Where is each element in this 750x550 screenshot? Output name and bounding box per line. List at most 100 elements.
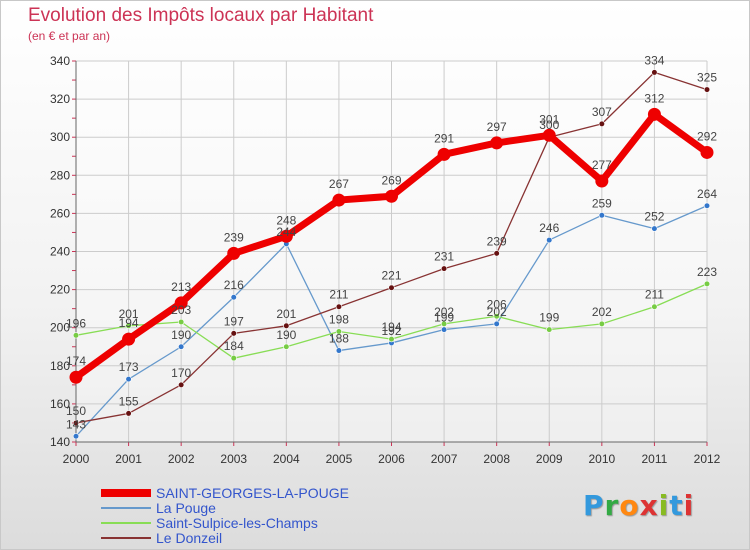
data-point bbox=[437, 147, 451, 161]
data-point bbox=[125, 410, 132, 417]
data-point bbox=[598, 212, 605, 219]
data-point bbox=[125, 322, 132, 329]
data-label: 201 bbox=[276, 307, 296, 321]
data-label: 325 bbox=[697, 71, 717, 85]
data-point bbox=[335, 347, 343, 354]
data-point bbox=[72, 433, 80, 440]
data-point bbox=[230, 330, 237, 337]
data-label: 150 bbox=[66, 404, 86, 418]
data-point bbox=[230, 294, 237, 301]
data-label: 267 bbox=[329, 177, 349, 191]
chart-subtitle: (en € et par an) bbox=[28, 29, 111, 43]
data-label: 192 bbox=[381, 324, 401, 338]
data-point bbox=[72, 332, 80, 339]
y-tick-label: 260 bbox=[50, 206, 70, 220]
data-label: 312 bbox=[644, 91, 664, 105]
data-label: 170 bbox=[171, 366, 191, 380]
data-point bbox=[174, 296, 188, 310]
data-label: 334 bbox=[644, 53, 664, 67]
data-point bbox=[227, 246, 241, 260]
data-point bbox=[125, 376, 132, 383]
data-label: 269 bbox=[381, 173, 401, 187]
data-label: 231 bbox=[434, 250, 454, 264]
data-point bbox=[440, 320, 448, 327]
data-point bbox=[493, 250, 500, 257]
data-point bbox=[703, 280, 711, 287]
data-point bbox=[440, 326, 448, 333]
series-layer bbox=[69, 69, 714, 440]
data-point bbox=[283, 322, 290, 329]
data-label: 197 bbox=[224, 314, 244, 328]
data-label: 259 bbox=[592, 196, 612, 210]
data-point bbox=[703, 202, 711, 209]
data-label: 264 bbox=[697, 187, 717, 201]
data-point bbox=[388, 284, 395, 291]
data-point bbox=[279, 229, 293, 243]
legend-label: SAINT-GEORGES-LA-POUGE bbox=[156, 485, 349, 501]
data-label: 246 bbox=[539, 221, 559, 235]
grid bbox=[75, 60, 708, 443]
data-point bbox=[490, 136, 504, 150]
data-point bbox=[178, 318, 185, 326]
chart-title: Evolution des Impôts locaux par Habitant bbox=[28, 5, 374, 26]
data-point bbox=[546, 326, 553, 333]
data-point bbox=[332, 193, 346, 207]
data-label: 202 bbox=[434, 305, 454, 319]
legend-label: La Pouge bbox=[156, 500, 216, 516]
data-label: 244 bbox=[276, 225, 296, 239]
data-label: 216 bbox=[224, 278, 244, 292]
x-tick-label: 2008 bbox=[483, 452, 510, 466]
data-point bbox=[335, 303, 343, 310]
data-label: 194 bbox=[119, 316, 139, 330]
data-label: 307 bbox=[592, 105, 612, 119]
y-tick-label: 180 bbox=[50, 359, 70, 373]
data-label: 188 bbox=[329, 332, 349, 346]
legend-label: Le Donzeil bbox=[156, 530, 222, 546]
data-label: 203 bbox=[171, 303, 191, 317]
data-label: 291 bbox=[434, 131, 454, 145]
data-label: 239 bbox=[224, 230, 244, 244]
data-label: 297 bbox=[487, 120, 507, 134]
data-label: 213 bbox=[171, 280, 191, 294]
data-label: 248 bbox=[276, 213, 296, 227]
data-point bbox=[493, 320, 500, 327]
data-point bbox=[700, 145, 714, 159]
data-point bbox=[178, 381, 185, 388]
x-tick-label: 2002 bbox=[168, 452, 195, 466]
data-label: 301 bbox=[539, 112, 559, 126]
proxiti-logo: Proxiti bbox=[583, 489, 695, 522]
data-label: 277 bbox=[592, 158, 612, 172]
data-label: 143 bbox=[66, 417, 86, 431]
data-point bbox=[651, 303, 658, 310]
data-label: 155 bbox=[119, 394, 139, 408]
x-tick-label: 2006 bbox=[378, 452, 405, 466]
x-tick-label: 2000 bbox=[63, 452, 90, 466]
y-tick-label: 280 bbox=[50, 168, 70, 182]
data-label: 190 bbox=[171, 328, 191, 342]
data-point bbox=[122, 332, 136, 346]
data-label: 223 bbox=[697, 265, 717, 279]
data-point bbox=[595, 174, 609, 188]
data-label: 198 bbox=[329, 313, 349, 327]
data-label: 174 bbox=[66, 354, 86, 368]
y-tick-label: 340 bbox=[50, 54, 70, 68]
data-point bbox=[72, 419, 80, 427]
data-label: 201 bbox=[119, 307, 139, 321]
x-tick-label: 2004 bbox=[273, 452, 300, 466]
data-label: 300 bbox=[539, 118, 559, 132]
data-point bbox=[651, 69, 658, 76]
y-tick-label: 160 bbox=[50, 397, 70, 411]
y-tick-label: 140 bbox=[50, 435, 70, 449]
x-tick-label: 2001 bbox=[115, 452, 142, 466]
x-tick-label: 2003 bbox=[220, 452, 247, 466]
data-point bbox=[493, 313, 500, 320]
data-label: 211 bbox=[645, 288, 664, 302]
data-point bbox=[440, 265, 448, 272]
data-label: 173 bbox=[119, 360, 139, 374]
data-label: 199 bbox=[539, 311, 559, 325]
data-point bbox=[546, 236, 553, 244]
axes: 140 160 180 200 220 240 260 280 300 320 340 2000 200… bbox=[50, 54, 721, 466]
x-tick-label: 2009 bbox=[536, 452, 563, 466]
data-label: 202 bbox=[487, 305, 507, 319]
